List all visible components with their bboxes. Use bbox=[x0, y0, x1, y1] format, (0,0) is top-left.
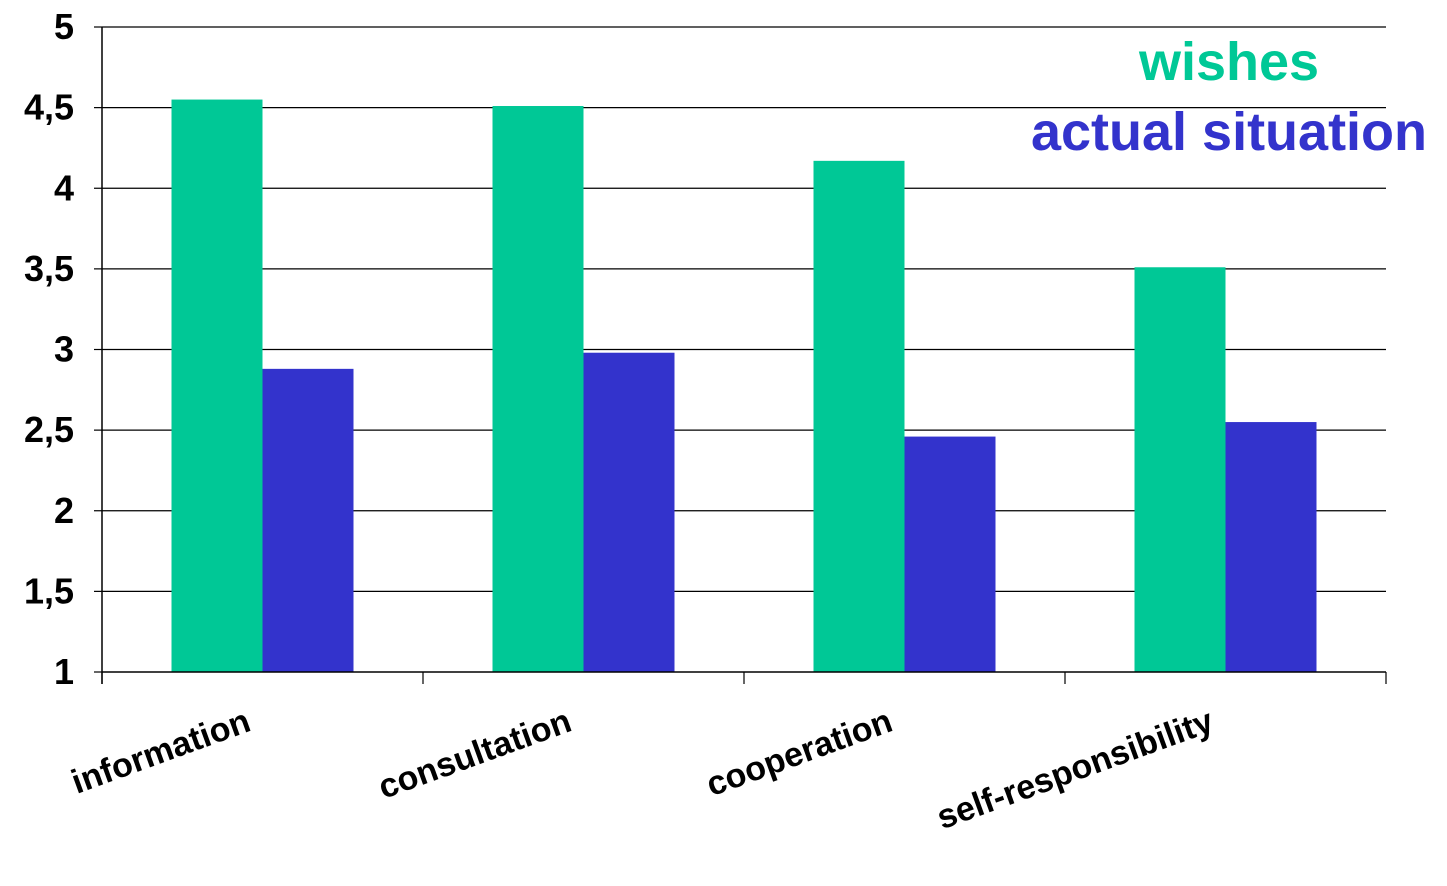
x-category-label: consultation bbox=[373, 702, 576, 807]
bar-wishes-self-responsibility bbox=[1134, 267, 1226, 672]
legend-item-actual-situation: actual situation bbox=[1031, 102, 1427, 162]
bar-wishes-consultation bbox=[492, 106, 584, 672]
legend: wishes actual situation bbox=[1031, 32, 1427, 162]
y-tick-label: 2,5 bbox=[24, 409, 74, 450]
legend-item-wishes: wishes bbox=[1138, 32, 1319, 92]
bar-actual-situation-information bbox=[262, 368, 354, 672]
y-tick-label: 5 bbox=[54, 6, 74, 47]
y-tick-label: 4 bbox=[54, 167, 74, 208]
bar-actual-situation-self-responsibility bbox=[1225, 422, 1317, 672]
axes bbox=[94, 26, 1387, 684]
bar-wishes-cooperation bbox=[813, 160, 905, 672]
y-tick-label: 3 bbox=[54, 329, 74, 370]
bar-wishes-information bbox=[171, 99, 263, 672]
bar-actual-situation-consultation bbox=[583, 352, 675, 672]
y-tick-label: 2 bbox=[54, 490, 74, 531]
x-category-label: information bbox=[67, 702, 256, 802]
y-tick-label: 1,5 bbox=[24, 570, 74, 611]
y-tick-label: 3,5 bbox=[24, 248, 74, 289]
x-category-labels: information consultation cooperation self-r… bbox=[67, 702, 1219, 837]
x-category-label: cooperation bbox=[701, 702, 897, 804]
y-tick-label: 4,5 bbox=[24, 87, 74, 128]
x-category-label: self-responsibility bbox=[932, 702, 1218, 837]
y-tick-label: 1 bbox=[54, 651, 74, 692]
y-tick-labels: 1 1,5 2 2,5 3 3,5 4 4,5 5 bbox=[24, 6, 74, 692]
bar-actual-situation-cooperation bbox=[904, 436, 996, 672]
bars bbox=[171, 99, 1317, 672]
